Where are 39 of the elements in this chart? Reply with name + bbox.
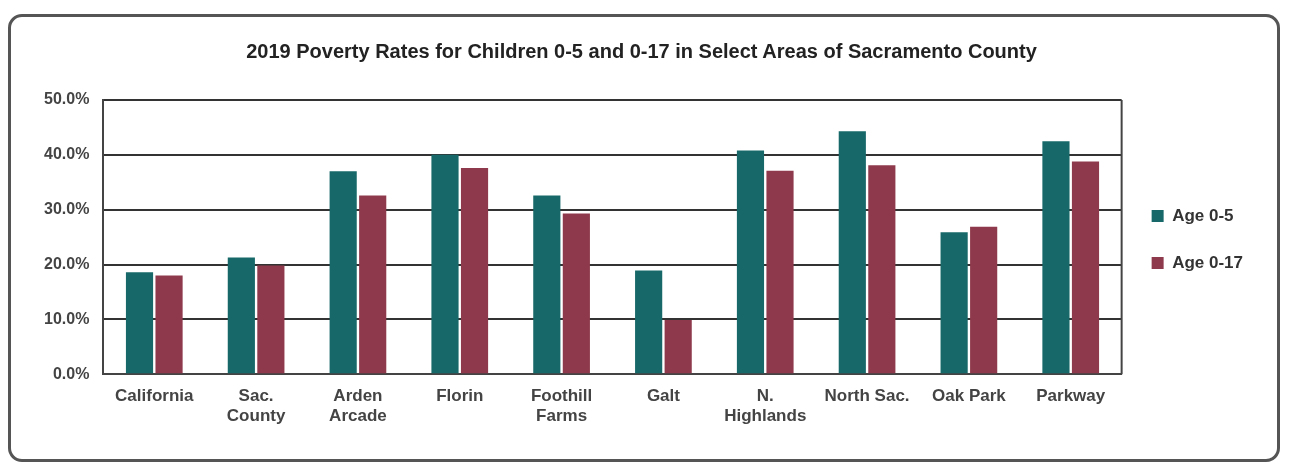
legend-label: Age 0-17 [1172, 252, 1244, 272]
bar [227, 257, 255, 374]
bar [970, 226, 998, 374]
bar [664, 319, 692, 374]
bar [533, 195, 561, 374]
bar [766, 170, 794, 374]
bar [1071, 161, 1100, 374]
x-tick-label: Foothill Farms [530, 386, 593, 426]
x-tick-label: Galt [646, 386, 681, 406]
bar [562, 213, 590, 374]
bar [1042, 141, 1070, 374]
bar [257, 265, 285, 374]
x-tick-label: Florin [436, 386, 484, 406]
bar [460, 168, 489, 374]
x-tick-label: Sac. County [226, 386, 286, 426]
bar [329, 171, 357, 374]
bar [635, 270, 663, 374]
bar [838, 131, 866, 374]
bar [868, 165, 896, 374]
bar [359, 195, 387, 374]
bar [125, 272, 154, 374]
bar [155, 275, 183, 374]
bar [736, 150, 765, 374]
legend-label: Age 0-5 [1172, 205, 1234, 225]
y-tick-label: 10.0% [43, 309, 90, 327]
bar [940, 232, 968, 374]
x-tick-label: Parkway [1036, 386, 1106, 406]
x-tick-label: North Sac. [824, 386, 910, 406]
x-tick-label: N. Highlands [724, 386, 807, 426]
y-tick-label: 20.0% [43, 254, 90, 272]
x-tick-label: California [115, 386, 195, 406]
y-tick-label: 40.0% [43, 145, 90, 163]
y-tick-label: 0.0% [52, 364, 90, 382]
x-tick-label: Arden Arcade [329, 386, 387, 426]
y-tick-label: 50.0% [43, 90, 90, 108]
bar [431, 154, 459, 374]
y-tick-label: 30.0% [43, 200, 90, 218]
x-tick-label: Oak Park [932, 386, 1007, 406]
chart-title: 2019 Poverty Rates for Children 0-5 and 0-17 in Select Areas of Sacramento County [246, 39, 1038, 62]
